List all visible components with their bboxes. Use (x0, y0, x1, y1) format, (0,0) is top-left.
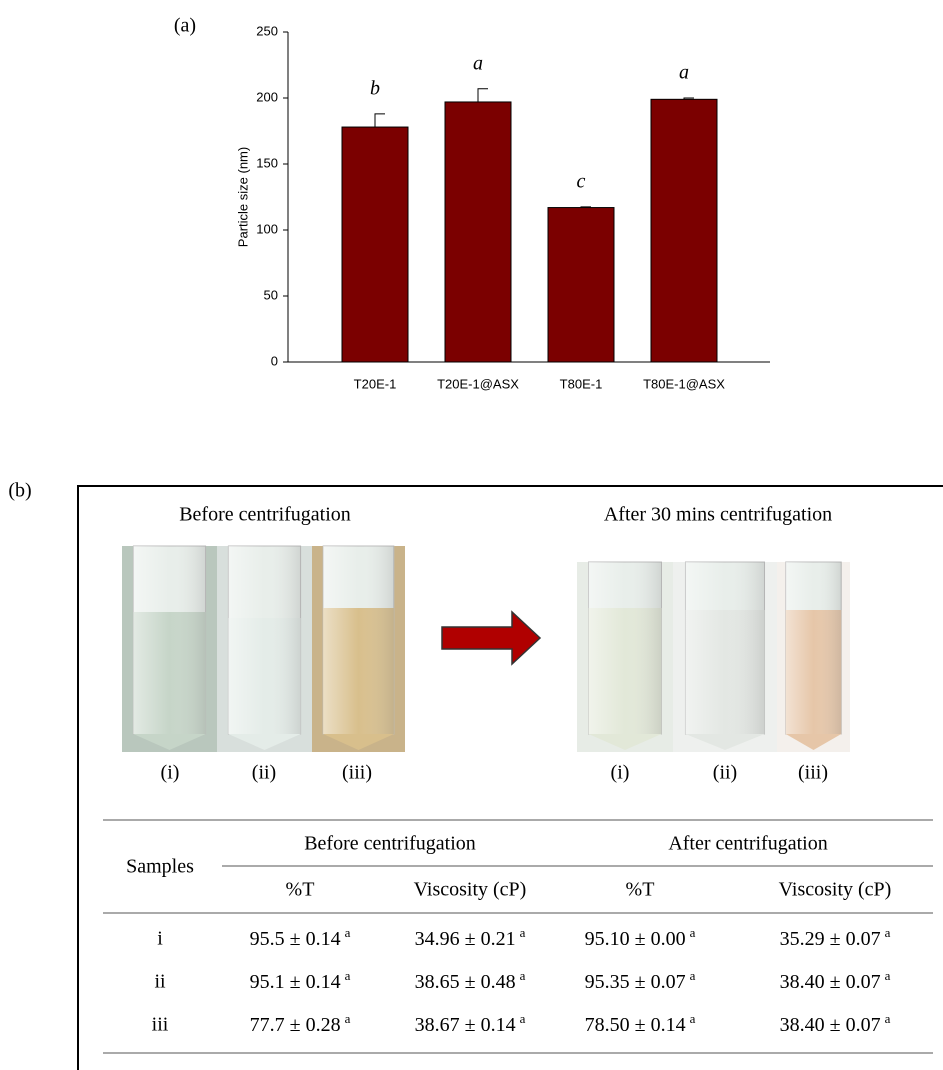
cell-value: 78.50 ± 0.14 (585, 1014, 686, 1036)
table-cell: 78.50 ± 0.14 a (585, 1011, 696, 1036)
table-cell: 95.5 ± 0.14 a (250, 925, 351, 950)
panel-label: (b) (8, 480, 31, 502)
cell-superscript: a (520, 968, 526, 983)
significance-letter: b (370, 77, 380, 99)
significance-letter: c (577, 170, 586, 192)
photo-title: Before centrifugation (179, 504, 351, 526)
y-tick-label: 250 (256, 23, 278, 38)
tube-shine (685, 562, 765, 734)
cell-value: 77.7 ± 0.28 (250, 1014, 341, 1036)
table-cell: 38.40 ± 0.07 a (780, 1011, 891, 1036)
cell-value: 38.67 ± 0.14 (415, 1014, 516, 1036)
tube-shine (588, 562, 662, 734)
error-bar (374, 113, 385, 128)
x-tick-label: T20E-1@ASX (437, 376, 519, 391)
photo-label: (i) (611, 762, 630, 784)
table-subheader: Viscosity (cP) (779, 879, 892, 901)
significance-letter: a (679, 62, 689, 84)
tube-shine (323, 546, 394, 734)
cell-value: 35.29 ± 0.07 (780, 928, 881, 950)
tube-shine (133, 546, 206, 734)
error-bar (477, 88, 488, 102)
cell-superscript: a (690, 925, 696, 940)
table-subheader: %T (286, 879, 315, 901)
table-cell: 95.10 ± 0.00 a (585, 925, 696, 950)
table-cell: 38.67 ± 0.14 a (415, 1011, 526, 1036)
cell-superscript: a (345, 925, 351, 940)
cell-superscript: a (520, 925, 526, 940)
cell-value: 95.1 ± 0.14 (250, 971, 341, 993)
bar (650, 98, 718, 363)
table-cell: 95.35 ± 0.07 a (585, 968, 696, 993)
error-bar (580, 206, 591, 208)
y-tick-label: 50 (264, 287, 278, 302)
cell-superscript: a (885, 968, 891, 983)
table-cell: 38.65 ± 0.48 a (415, 968, 526, 993)
photo-label: (iii) (342, 762, 372, 784)
table-cell: 95.1 ± 0.14 a (250, 968, 351, 993)
table-subheader: Viscosity (cP) (414, 879, 527, 901)
x-tick-label: T20E-1 (354, 376, 397, 391)
cell-value: 95.10 ± 0.00 (585, 928, 686, 950)
arrow (441, 610, 542, 666)
cell-superscript: a (690, 1011, 696, 1026)
table-group-header: After centrifugation (668, 833, 827, 855)
panel-label: (a) (174, 15, 196, 37)
cell-superscript: a (345, 968, 351, 983)
error-bar (683, 97, 694, 100)
cell-value: 38.65 ± 0.48 (415, 971, 516, 993)
x-tick-label: T80E-1 (560, 376, 603, 391)
cell-superscript: a (885, 925, 891, 940)
cell-superscript: a (690, 968, 696, 983)
table-cell: i (157, 928, 163, 950)
photo-label: (i) (161, 762, 180, 784)
tube-shine (228, 546, 301, 734)
photo-title: After 30 mins centrifugation (604, 504, 832, 526)
photo-label: (ii) (713, 762, 737, 784)
photo-label: (iii) (798, 762, 828, 784)
table-subheader: %T (626, 879, 655, 901)
y-axis-label: Particle size (nm) (235, 147, 250, 247)
cell-value: 95.5 ± 0.14 (250, 928, 341, 950)
table-cell: ii (154, 971, 166, 993)
bar (444, 101, 512, 363)
table-group-header: Before centrifugation (304, 833, 476, 855)
table-cell: 77.7 ± 0.28 a (250, 1011, 351, 1036)
photo-label: (ii) (252, 762, 276, 784)
cell-superscript: a (885, 1011, 891, 1026)
table-cell: 35.29 ± 0.07 a (780, 925, 891, 950)
cell-value: 34.96 ± 0.21 (415, 928, 516, 950)
table-cell: 34.96 ± 0.21 a (415, 925, 526, 950)
photos (122, 545, 850, 752)
significance-letter: a (473, 52, 483, 74)
table-cell: 38.40 ± 0.07 a (780, 968, 891, 993)
cell-value: 38.40 ± 0.07 (780, 1014, 881, 1036)
y-tick-label: 200 (256, 89, 278, 104)
bar (341, 126, 409, 363)
table-header: Samples (126, 856, 194, 878)
cell-superscript: a (345, 1011, 351, 1026)
cell-superscript: a (520, 1011, 526, 1026)
bar (547, 207, 615, 363)
y-tick-label: 150 (256, 155, 278, 170)
y-tick-label: 0 (271, 353, 278, 368)
y-tick-label: 100 (256, 221, 278, 236)
cell-value: 95.35 ± 0.07 (585, 971, 686, 993)
cell-value: 38.40 ± 0.07 (780, 971, 881, 993)
tube-shine (785, 562, 842, 734)
panel-border (77, 485, 943, 1070)
table-cell: iii (152, 1014, 169, 1036)
x-tick-label: T80E-1@ASX (643, 376, 725, 391)
